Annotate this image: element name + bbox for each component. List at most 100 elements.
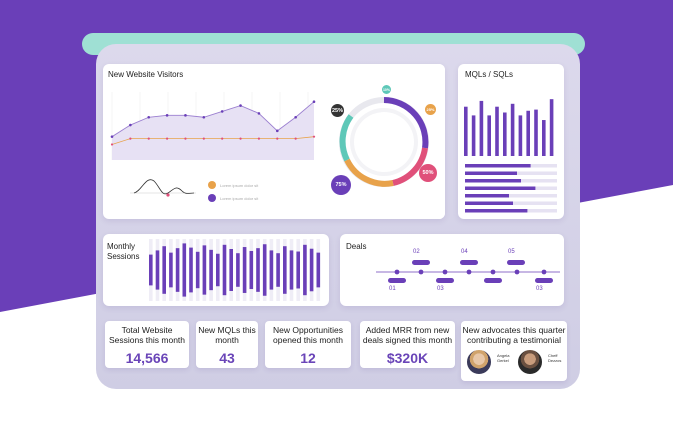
advocate-avatar-1 — [465, 348, 493, 376]
sessions-bar — [162, 246, 166, 294]
visitors-area-chart — [110, 92, 316, 160]
deals-bottom-label-2: 03 — [437, 286, 444, 292]
visitors-card: New Website Visitors Lorem ipsum dolor s… — [103, 64, 445, 219]
sessions-bar — [182, 243, 187, 297]
visitors-series-1-point — [312, 100, 316, 104]
sessions-bar — [169, 252, 173, 288]
visitors-area-fill — [112, 101, 314, 160]
metric-total-sessions-label: Total Website Sessions this month — [108, 325, 186, 345]
mqls-vertical-bar — [479, 100, 484, 156]
metric-total-sessions: Total Website Sessions this month 14,566 — [105, 321, 189, 368]
sessions-bar — [269, 250, 274, 290]
sessions-bar — [276, 253, 280, 287]
metric-added-mrr-label: Added MRR from new deals signed this mon… — [362, 325, 453, 345]
metric-total-sessions-value: 14,566 — [125, 350, 169, 366]
sessions-bar — [242, 247, 247, 293]
metric-new-mqls: New MQLs this month 43 — [196, 321, 258, 368]
legend-orange-label: Lorem ipsum dolor sit — [220, 182, 259, 188]
sessions-bar — [222, 244, 227, 296]
visitors-squiggle-chart — [130, 179, 196, 197]
deals-bottom-label-3: 03 — [536, 286, 543, 292]
donut-badge-orange: 25% — [425, 104, 436, 115]
visitors-series-2-point — [312, 135, 316, 138]
sessions-bar — [202, 245, 207, 295]
mqls-horizontal-bar — [465, 186, 536, 190]
visitors-series-2-point — [129, 137, 132, 140]
sessions-bar — [309, 248, 314, 292]
deals-title: Deals — [346, 242, 367, 251]
deals-top-label-1: 02 — [413, 249, 420, 255]
deals-top-label-3: 05 — [508, 249, 515, 255]
sessions-bar — [229, 249, 233, 291]
visitors-series-1-point — [275, 129, 279, 133]
donut-badge-red: 50% — [419, 164, 437, 182]
legend-purple-label: Lorem ipsum dolor sit — [220, 195, 259, 201]
mqls-horizontal-bar — [465, 194, 509, 198]
mqls-horizontal-track — [465, 194, 557, 198]
mqls-vertical-bar — [526, 110, 530, 156]
mqls-vertical-bar — [510, 103, 515, 156]
sessions-bar — [296, 251, 300, 289]
mqls-vertical-bar — [503, 112, 507, 156]
sessions-card: Monthly Sessions — [103, 234, 329, 306]
sessions-bar — [175, 248, 180, 292]
visitors-series-2-line — [111, 136, 315, 145]
sessions-bar — [149, 254, 153, 286]
mqls-vertical-bar — [487, 115, 491, 156]
visitors-title: New Website Visitors — [108, 70, 184, 79]
sessions-title: Monthly Sessions — [107, 242, 140, 261]
mqls-card: MQLs / SQLs — [458, 64, 564, 219]
sessions-bar — [262, 244, 267, 296]
visitors-series-1-point — [184, 114, 187, 117]
visitors-series-1-point — [147, 115, 151, 119]
sessions-bar — [236, 253, 240, 287]
metric-new-opportunities-label: New Opportunities opened this month — [273, 325, 343, 345]
deals-bottom-label-1: 01 — [389, 286, 396, 292]
metric-new-mqls-label: New MQLs this month — [198, 325, 256, 345]
visitors-series-1-line — [111, 101, 315, 138]
visitors-series-2-point — [239, 137, 242, 140]
mqls-horizontal-bar — [465, 164, 531, 168]
visitors-series-2-point — [184, 137, 187, 140]
metric-new-mqls-value: 43 — [219, 350, 235, 366]
mqls-vertical-bar — [471, 115, 476, 156]
visitors-series-2-point — [110, 143, 114, 146]
sessions-bar — [283, 246, 287, 294]
advocate-name-1: Angela Gerkel — [497, 353, 510, 363]
sessions-bar — [209, 249, 213, 291]
metric-added-mrr: Added MRR from new deals signed this mon… — [360, 321, 455, 368]
donut-badge-purple: 75% — [331, 175, 351, 195]
deals-top-label-2: 04 — [461, 249, 468, 255]
advocate-avatar-2 — [516, 348, 544, 376]
sessions-bar — [289, 250, 294, 290]
donut-badge-teal: 10% — [382, 85, 391, 94]
mqls-vertical-bar — [542, 120, 546, 156]
visitors-series-2-point — [294, 137, 297, 140]
visitors-series-1-point — [239, 104, 242, 107]
metric-new-opportunities: New Opportunities opened this month 12 — [265, 321, 351, 368]
visitors-series-2-point — [221, 137, 224, 140]
visitors-series-1-point — [129, 123, 132, 127]
visitors-series-2-point — [165, 137, 169, 140]
donut-badge-dark: 25% — [331, 104, 344, 117]
metric-added-mrr-value: $320K — [386, 350, 429, 366]
mqls-vertical-bar — [495, 106, 499, 156]
donut-chart — [339, 97, 429, 187]
mqls-horizontal-bar — [465, 171, 517, 175]
visitors-series-1-point — [110, 135, 114, 138]
visitors-series-2-point — [276, 137, 279, 140]
advocate-name-2: Cheff Dezzos — [548, 353, 562, 363]
sessions-bar — [189, 247, 193, 293]
mqls-vertical-bar — [518, 115, 523, 156]
visitors-series-1-point — [165, 114, 169, 117]
legend-purple: Lorem ipsum dolor sit — [208, 194, 258, 202]
sessions-bar — [249, 250, 254, 290]
sessions-bar — [256, 248, 260, 292]
mqls-title: MQLs / SQLs — [465, 70, 514, 79]
metric-new-opportunities-value: 12 — [300, 350, 316, 366]
sessions-bar — [216, 253, 220, 287]
visitors-series-1-point — [202, 115, 206, 119]
mqls-vertical-bar — [464, 106, 468, 156]
visitors-series-2-point — [147, 137, 150, 140]
deals-card: Deals 02 04 05 01 03 03 — [340, 234, 564, 306]
